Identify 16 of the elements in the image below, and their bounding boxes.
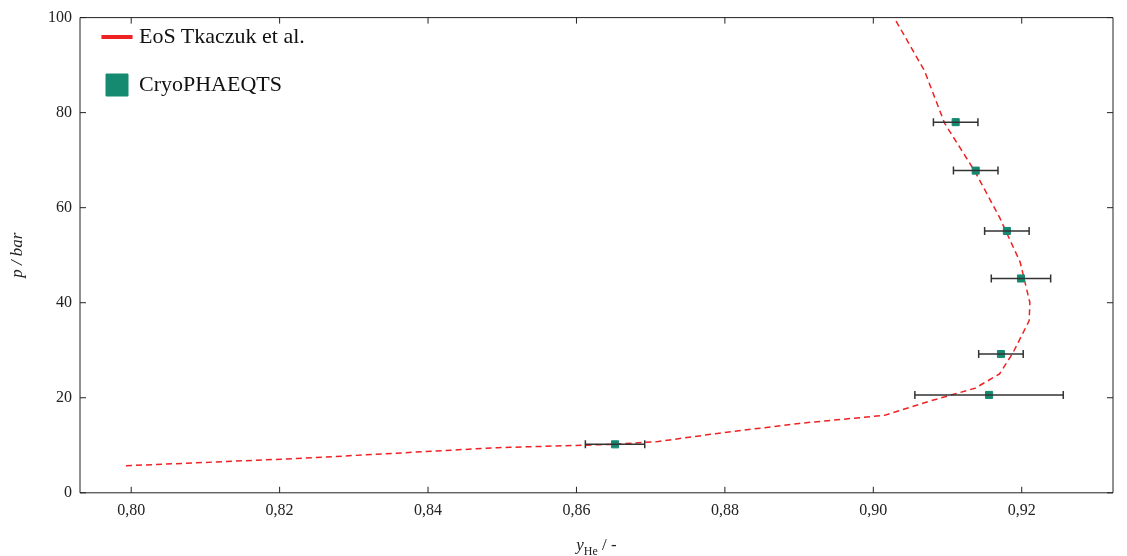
x-tick-label: 0,84	[414, 500, 443, 518]
y-tick-label: 0	[64, 483, 72, 500]
x-tick-label: 0,90	[859, 500, 888, 518]
x-tick-label: 0,88	[710, 500, 739, 518]
legend-label: CryoPHAEQTS	[139, 70, 283, 96]
y-tick-label: 20	[56, 387, 72, 405]
y-tick-label: 80	[56, 102, 72, 120]
x-tick-label: 0,86	[562, 500, 591, 518]
x-tick-label: 0,82	[265, 500, 294, 518]
y-tick-label: 40	[56, 292, 72, 310]
legend-label: EoS Tkaczuk et al.	[139, 22, 305, 48]
y-tick-label: 100	[48, 7, 72, 25]
x-tick-label: 0,80	[117, 500, 146, 518]
y-axis-title: p / bar	[7, 232, 26, 279]
y-tick-label: 60	[56, 197, 72, 215]
x-tick-label: 0,92	[1007, 500, 1036, 518]
